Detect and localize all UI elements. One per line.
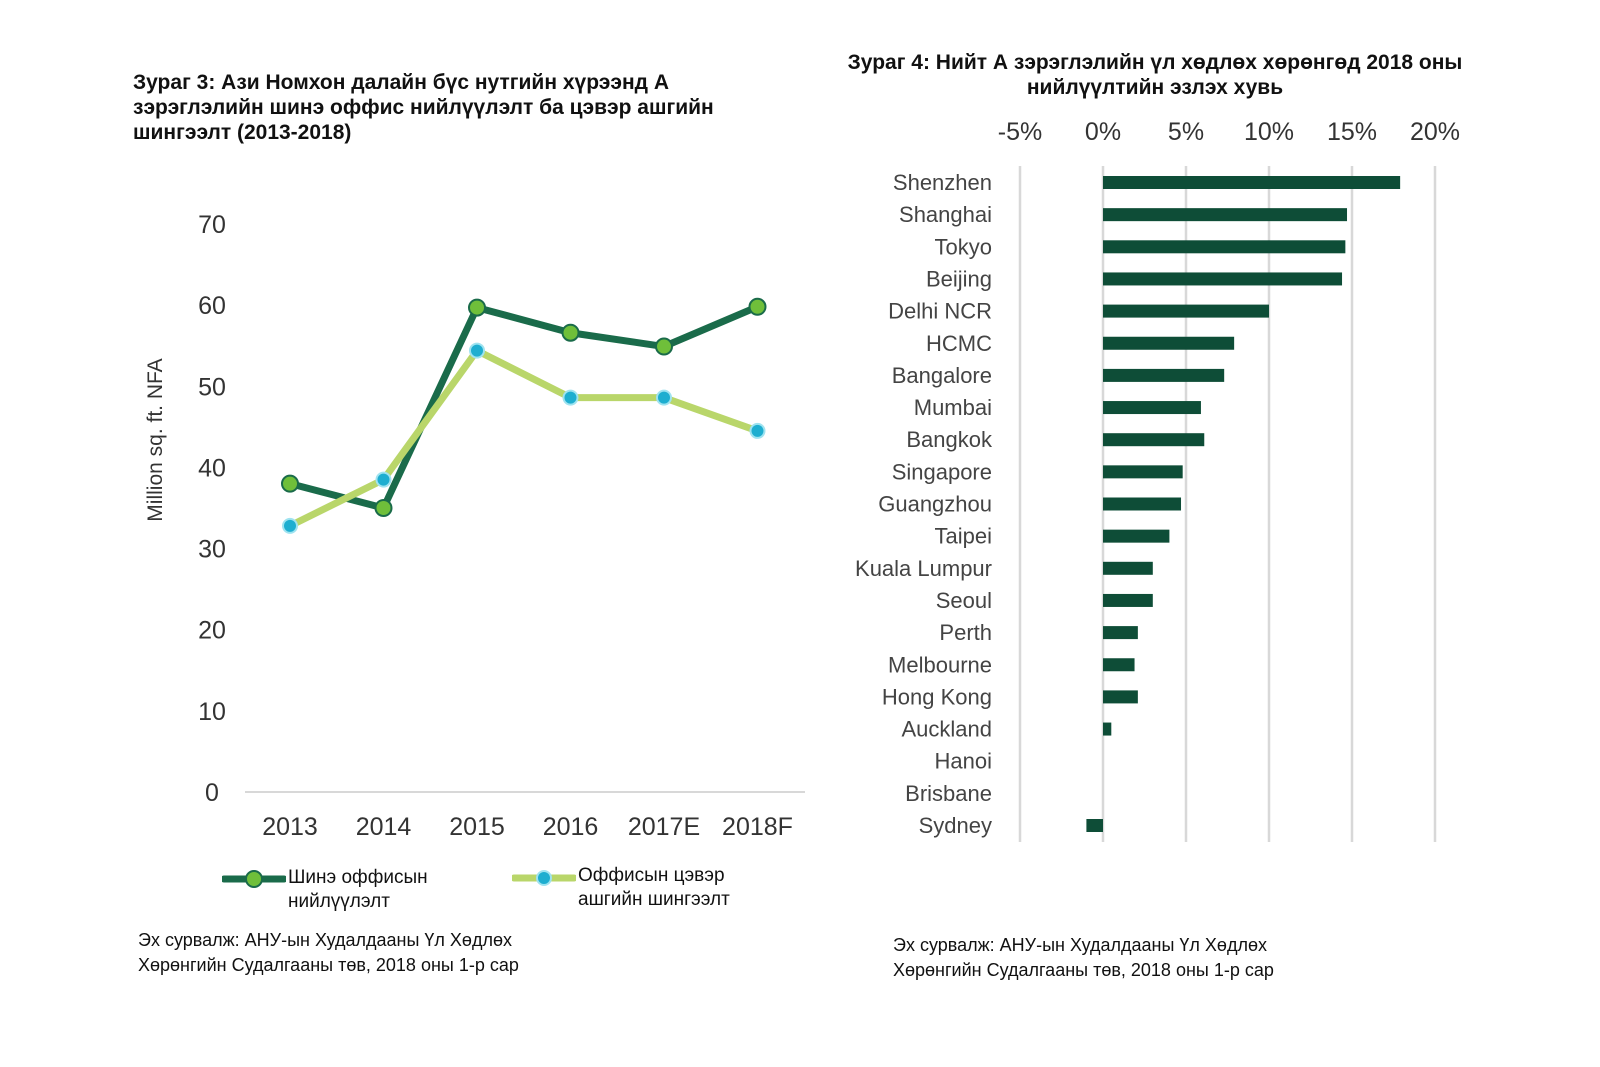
x-tick-label: 15%: [1327, 118, 1377, 146]
bar-chart-title-line2: нийлүүлтийн эзлэх хувь: [1026, 76, 1284, 99]
category-label: Hanoi: [935, 749, 992, 774]
x-tick-label: 2016: [543, 813, 599, 841]
bar-mumbai: [1103, 401, 1201, 415]
data-point-new-supply: [281, 474, 299, 493]
x-tick-label: -5%: [998, 118, 1042, 146]
data-point-net-absorption: [282, 517, 298, 534]
bar-chart-source: Эх сурвалж: АНУ-ын Худалдааны Үл Хөдлөх …: [893, 933, 1274, 983]
data-point-new-supply: [374, 499, 393, 517]
y-tick-label: 10: [198, 698, 226, 726]
data-point-net-absorption: [656, 389, 672, 406]
category-label: Shenzhen: [893, 170, 992, 195]
category-label: Bangalore: [892, 363, 992, 388]
bar-bangalore: [1103, 368, 1225, 382]
bar-shenzhen: [1103, 176, 1401, 189]
bar-hong-kong: [1103, 690, 1138, 704]
category-label: Singapore: [892, 459, 992, 484]
line-chart-y-axis-label: Million sq. ft. NFA: [144, 358, 167, 521]
x-tick-label: 10%: [1244, 118, 1294, 146]
data-point-net-absorption: [375, 471, 392, 488]
data-point-new-supply: [468, 298, 486, 317]
category-label: Mumbai: [914, 395, 992, 420]
bar-seoul: [1103, 593, 1153, 607]
category-label: Tokyo: [935, 234, 992, 259]
y-tick-label: 70: [198, 211, 226, 239]
x-tick-label: 0%: [1085, 118, 1121, 146]
data-point-new-supply: [561, 323, 580, 342]
category-label: Taipei: [935, 524, 992, 549]
category-label: Hong Kong: [882, 684, 992, 709]
y-tick-label: 20: [198, 617, 226, 645]
category-label: Brisbane: [905, 781, 992, 806]
bar-chart-title: Зураг 4: Нийт А зэрэглэлийн үл хөдлөх хө…: [830, 50, 1480, 100]
legend-swatch-net-absorption: [512, 870, 576, 886]
bar-hcmc: [1103, 336, 1235, 350]
data-point-net-absorption: [749, 422, 766, 439]
category-label: Shanghai: [899, 202, 992, 227]
legend-label-net-absorption: Оффисын цэвэр ашгийн шингээлт: [578, 864, 730, 912]
y-tick-label: 60: [198, 292, 226, 320]
bar-chart-title-line1: Зураг 4: Нийт А зэрэглэлийн үл хөдлөх хө…: [847, 51, 1463, 74]
bar-bangkok: [1103, 433, 1205, 447]
legend-label-new-supply: Шинэ оффисын нийлүүлэлт: [288, 866, 428, 914]
category-label: Sydney: [919, 813, 992, 838]
bar-shanghai: [1103, 208, 1348, 222]
legend-label-net-absorption-line2: ашгийн шингээлт: [578, 889, 730, 910]
bar-tokyo: [1103, 240, 1346, 254]
category-label: HCMC: [926, 331, 992, 356]
data-point-net-absorption: [562, 389, 579, 406]
x-tick-label: 2018F: [722, 813, 793, 841]
x-tick-label: 2013: [262, 813, 318, 841]
data-point-new-supply: [748, 297, 767, 316]
bar-chart: -5% 0% 5% 10% 15% 20% Shenzhen Shanghai Tokyo Bei…: [855, 118, 1460, 842]
line-chart-source-line2: Хөрөнгийн Судалгааны төв, 2018 оны 1-р с…: [138, 955, 519, 975]
bar-chart-source-line1: Эх сурвалж: АНУ-ын Худалдааны Үл Хөдлөх: [893, 935, 1267, 955]
category-label: Delhi NCR: [888, 299, 992, 324]
line-chart-title: Зураг 3: Ази Номхон далайн бүс нутгийн х…: [133, 71, 714, 144]
line-chart: Million sq. ft. NFA 0 10 20 30 40 50 60 70 2013 2…: [144, 211, 805, 841]
line-chart-source-line1: Эх сурвалж: АНУ-ын Худалдааны Үл Хөдлөх: [138, 930, 512, 950]
line-chart-source: Эх сурвалж: АНУ-ын Худалдааны Үл Хөдлөх …: [138, 928, 519, 978]
bar-chart-source-line2: Хөрөнгийн Судалгааны төв, 2018 оны 1-р с…: [893, 960, 1274, 980]
x-tick-label: 2015: [449, 813, 505, 841]
series-line-net-absorption: [288, 347, 759, 529]
bar-melbourne: [1103, 658, 1135, 672]
x-tick-label: 2014: [356, 813, 412, 841]
bar-taipei: [1103, 529, 1170, 543]
category-label: Guangzhou: [878, 492, 992, 517]
y-tick-label: 0: [205, 779, 219, 807]
category-label: Melbourne: [888, 652, 992, 677]
series-line-new-supply: [289, 303, 759, 512]
x-tick-label: 2017E: [628, 813, 700, 841]
category-label: Auckland: [901, 717, 992, 742]
category-label: Perth: [939, 620, 992, 645]
category-label: Bangkok: [906, 427, 993, 452]
bar-auckland: [1103, 722, 1112, 736]
legend-swatch-new-supply: [222, 870, 286, 888]
data-point-net-absorption: [469, 342, 485, 359]
x-tick-label: 5%: [1168, 118, 1204, 146]
category-label: Beijing: [926, 266, 992, 291]
legend-label-net-absorption-line1: Оффисын цэвэр: [578, 865, 725, 886]
category-label: Kuala Lumpur: [855, 556, 992, 581]
bar-perth: [1103, 626, 1138, 640]
bar-beijing: [1103, 272, 1343, 286]
legend-label-new-supply-line2: нийлүүлэлт: [288, 891, 390, 912]
bar-kuala-lumpur: [1103, 561, 1153, 575]
bar-sydney: [1086, 819, 1103, 832]
y-tick-label: 30: [198, 536, 226, 564]
y-tick-label: 50: [198, 373, 226, 401]
x-tick-label: 20%: [1410, 118, 1460, 146]
bar-delhi-ncr: [1103, 304, 1269, 318]
data-point-new-supply: [655, 337, 673, 356]
legend-label-new-supply-line1: Шинэ оффисын: [288, 867, 428, 888]
y-tick-label: 40: [198, 454, 226, 482]
bar-guangzhou: [1103, 497, 1182, 511]
bar-singapore: [1103, 465, 1183, 479]
category-label: Seoul: [936, 588, 992, 613]
